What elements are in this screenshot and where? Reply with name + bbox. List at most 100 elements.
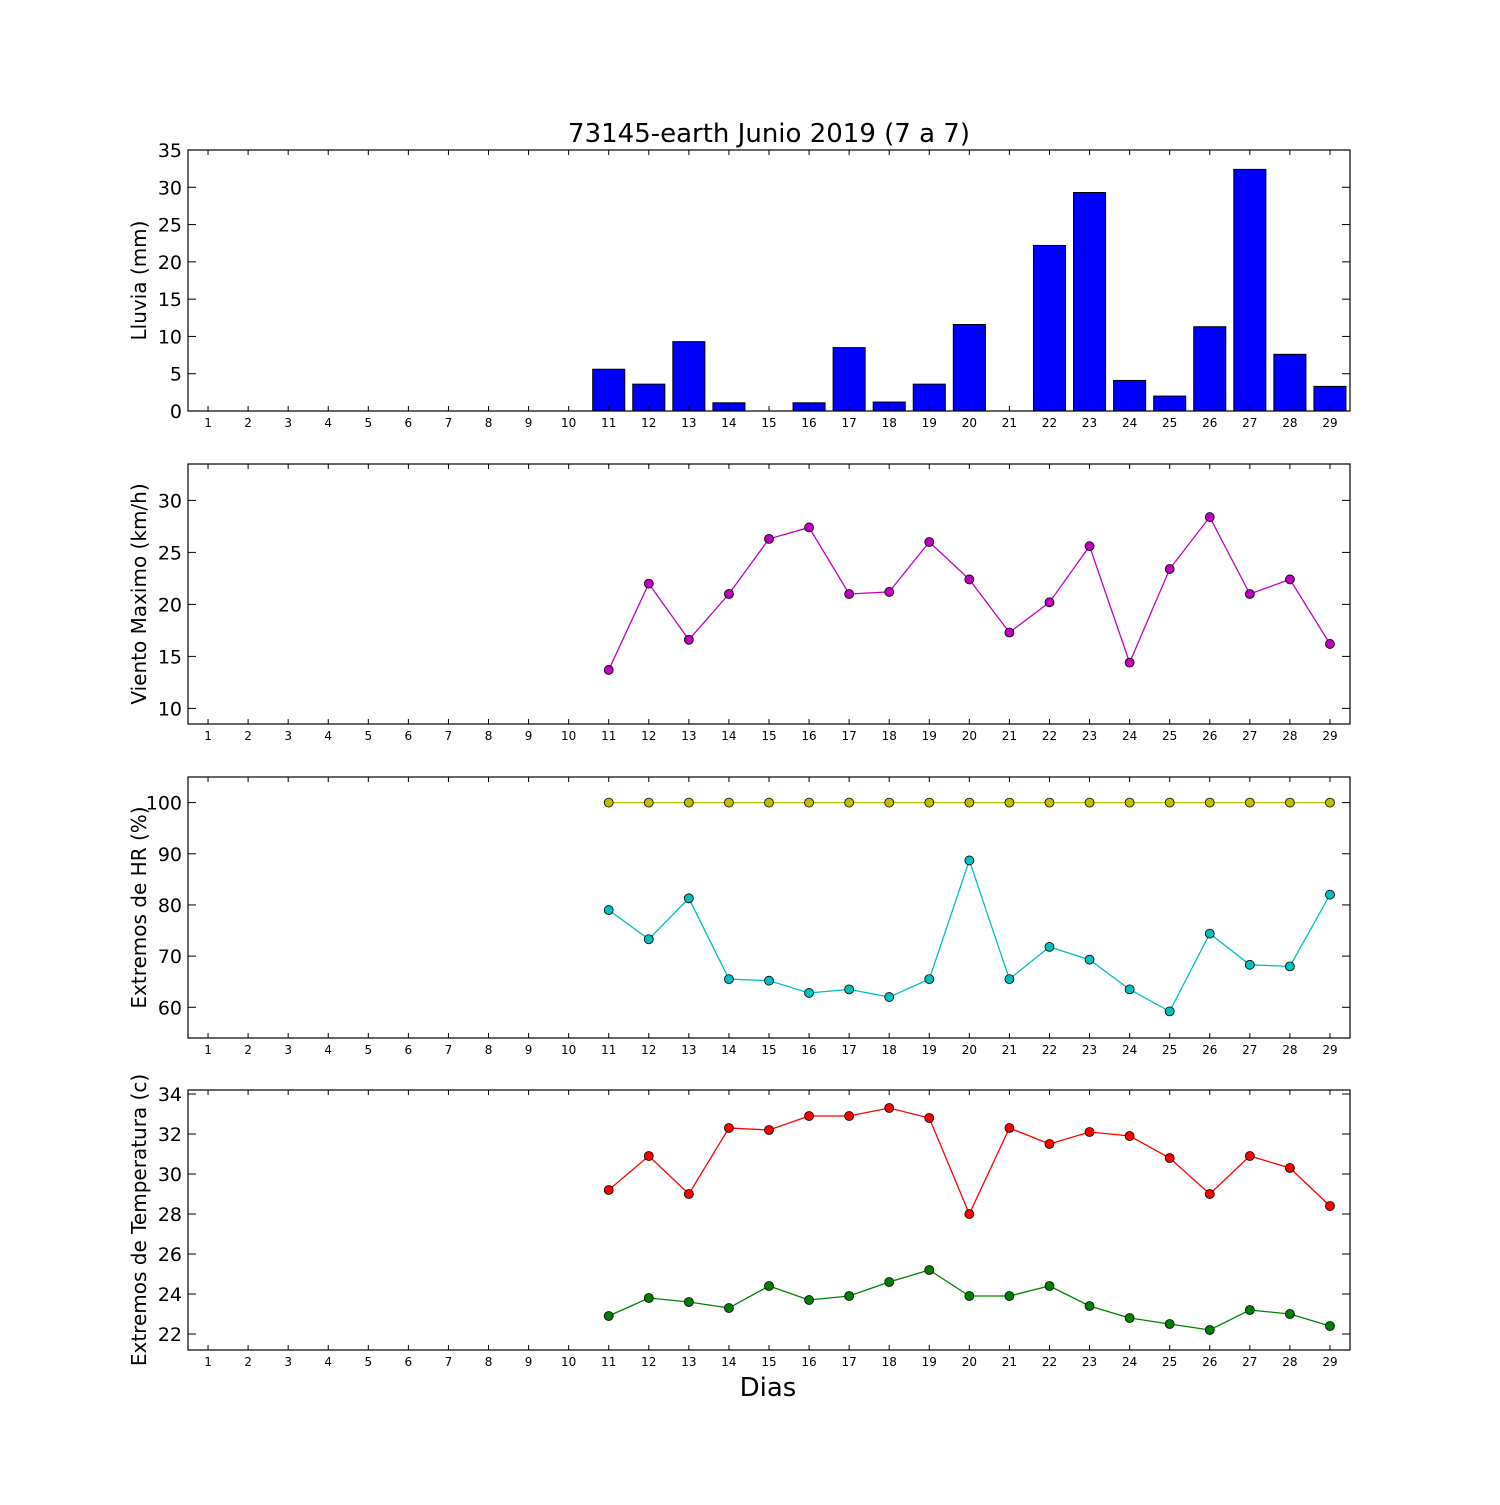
x-tick-label: 27 xyxy=(1242,1043,1257,1057)
x-tick-label: 1 xyxy=(204,1043,212,1057)
data-point-day-25 xyxy=(1164,564,1175,574)
data-point-day-27 xyxy=(1244,797,1255,808)
y-tick-label: 30 xyxy=(158,1164,182,1186)
y-tick-label: 10 xyxy=(158,698,182,720)
data-point-day-25 xyxy=(1164,797,1175,808)
x-tick-label: 3 xyxy=(284,1043,292,1057)
x-tick-label: 29 xyxy=(1322,1043,1337,1057)
bar-day-23 xyxy=(1073,192,1107,412)
data-point-day-11 xyxy=(603,665,614,675)
data-point-day-14 xyxy=(724,1123,734,1133)
x-tick-label: 24 xyxy=(1122,416,1137,430)
x-tick-label: 24 xyxy=(1122,729,1137,743)
x-tick-label: 1 xyxy=(204,416,212,430)
x-tick-label: 25 xyxy=(1162,1043,1177,1057)
data-point-day-19 xyxy=(924,1265,935,1275)
x-tick-label: 23 xyxy=(1082,729,1097,743)
y-tick-label: 20 xyxy=(158,594,182,616)
x-tick-label: 14 xyxy=(721,1355,736,1369)
y-axis-label: Viento Maximo (km/h) xyxy=(127,483,151,704)
x-tick-label: 28 xyxy=(1282,1355,1297,1369)
series-line-2 xyxy=(608,858,1331,1013)
x-tick-label: 27 xyxy=(1242,416,1257,430)
y-tick-label: 15 xyxy=(158,289,182,311)
chart-panel-2: 1 2 3 4 5 6 7 8 9 10 11 12 13 14 15 16 17 18 19 20 21 22 23 24 2… xyxy=(127,463,1351,743)
data-point-day-28 xyxy=(1285,797,1295,808)
x-tick-label: 1 xyxy=(204,729,212,743)
data-point-day-15 xyxy=(764,797,774,808)
x-tick-label: 17 xyxy=(841,1355,856,1369)
x-tick-label: 13 xyxy=(681,1355,696,1369)
x-tick-label: 17 xyxy=(841,416,856,430)
data-point-day-12 xyxy=(643,1293,654,1303)
chart-panel-4: 1 2 3 4 5 6 7 8 9 10 11 12 13 14 15 16 17 18 19 20 21 22 23 24 2… xyxy=(127,1074,1351,1403)
data-point-day-23 xyxy=(1084,1127,1095,1137)
data-point-day-11 xyxy=(603,797,614,808)
data-point-day-16 xyxy=(804,522,814,533)
data-point-day-25 xyxy=(1164,1319,1175,1329)
data-point-day-15 xyxy=(764,1125,774,1135)
x-tick-label: 27 xyxy=(1242,1355,1257,1369)
data-point-day-17 xyxy=(844,1291,855,1301)
y-tick-label: 15 xyxy=(158,646,182,668)
x-tick-label: 15 xyxy=(761,729,776,743)
x-tick-label: 10 xyxy=(561,1043,576,1057)
data-point-day-24 xyxy=(1124,1313,1135,1323)
series-line-1 xyxy=(608,515,1331,671)
y-axis-label: Extremos de Temperatura (c) xyxy=(127,1074,151,1366)
data-point-day-14 xyxy=(724,1303,734,1313)
data-point-day-24 xyxy=(1124,1131,1135,1141)
data-point-day-15 xyxy=(764,533,774,544)
x-tick-label: 14 xyxy=(721,729,736,743)
data-point-day-18 xyxy=(884,1103,895,1113)
y-tick-label: 26 xyxy=(158,1244,182,1266)
x-tick-label: 3 xyxy=(284,729,292,743)
y-axis-label: Extremos de HR (%) xyxy=(127,806,151,1008)
x-tick-label: 16 xyxy=(801,729,816,743)
x-tick-label: 28 xyxy=(1282,729,1297,743)
x-tick-label: 11 xyxy=(601,1355,616,1369)
x-tick-label: 18 xyxy=(882,416,897,430)
x-tick-label: 20 xyxy=(962,1355,977,1369)
x-tick-label: 2 xyxy=(244,1355,252,1369)
data-point-day-19 xyxy=(924,537,935,547)
data-point-day-21 xyxy=(1004,1123,1015,1133)
data-point-day-12 xyxy=(643,934,654,945)
data-point-day-27 xyxy=(1244,959,1255,970)
x-tick-label: 15 xyxy=(761,1355,776,1369)
data-point-day-25 xyxy=(1164,1006,1175,1017)
x-tick-label: 6 xyxy=(405,1355,413,1369)
data-point-day-21 xyxy=(1004,627,1015,638)
y-tick-label: 20 xyxy=(158,252,182,274)
x-tick-label: 10 xyxy=(561,1355,576,1369)
x-tick-label: 16 xyxy=(801,1043,816,1057)
x-tick-label: 11 xyxy=(601,416,616,430)
data-point-day-28 xyxy=(1285,1309,1295,1319)
x-tick-label: 9 xyxy=(525,1043,533,1057)
data-point-day-21 xyxy=(1004,974,1015,985)
data-point-day-13 xyxy=(683,634,694,645)
data-point-day-14 xyxy=(724,797,734,808)
x-tick-label: 26 xyxy=(1202,416,1217,430)
data-point-day-17 xyxy=(844,797,855,808)
x-tick-label: 11 xyxy=(601,729,616,743)
x-tick-label: 13 xyxy=(681,729,696,743)
data-point-day-26 xyxy=(1204,797,1215,808)
x-tick-label: 6 xyxy=(405,1043,413,1057)
x-tick-label: 4 xyxy=(324,1043,332,1057)
data-point-day-29 xyxy=(1325,889,1335,900)
x-tick-label: 5 xyxy=(364,1043,372,1057)
data-point-day-18 xyxy=(884,587,895,597)
data-point-day-22 xyxy=(1044,597,1055,608)
x-tick-label: 3 xyxy=(284,416,292,430)
series-line-1 xyxy=(608,1107,1331,1216)
bar-day-26 xyxy=(1193,326,1227,412)
x-tick-label: 2 xyxy=(244,1043,252,1057)
data-point-day-12 xyxy=(643,797,654,808)
y-tick-label: 80 xyxy=(158,895,182,917)
data-point-day-21 xyxy=(1004,797,1015,808)
data-point-day-16 xyxy=(804,988,814,998)
y-tick-label: 24 xyxy=(158,1284,182,1306)
x-tick-label: 13 xyxy=(681,416,696,430)
